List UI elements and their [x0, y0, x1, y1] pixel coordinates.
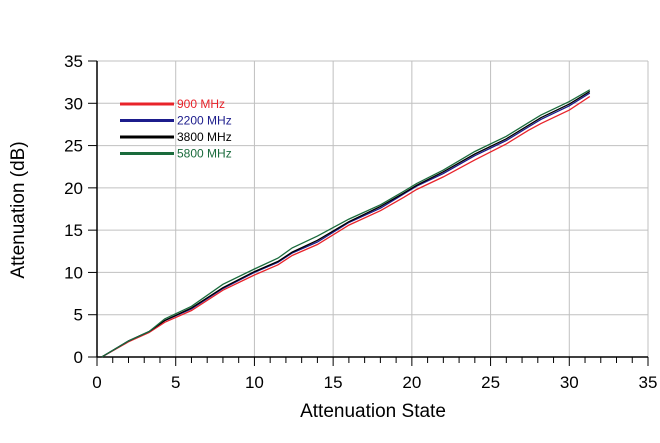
x-axis-title: Attenuation State: [300, 401, 446, 422]
y-tick-label: 5: [74, 306, 83, 325]
x-tick-label: 35: [639, 373, 658, 392]
y-tick-label: 20: [64, 179, 83, 198]
y-tick-label: 10: [64, 263, 83, 282]
legend-label: 900 MHz: [177, 97, 225, 111]
legend-label: 5800 MHz: [177, 147, 232, 161]
legend-label: 2200 MHz: [177, 114, 232, 128]
x-tick-label: 15: [324, 373, 343, 392]
x-tick-label: 0: [92, 373, 101, 392]
series-line-900-mhz: [101, 95, 591, 358]
x-tick-label: 30: [560, 373, 579, 392]
y-tick-label: 0: [74, 348, 83, 367]
y-tick-label: 30: [64, 94, 83, 113]
y-tick-label: 35: [64, 52, 83, 71]
series-line-5800-mhz: [101, 89, 591, 358]
x-tick-label: 5: [171, 373, 180, 392]
tick-labels: 0 5 10 15 20 25 30 35 0 5 10 15 20 25 30 35: [64, 52, 657, 392]
x-tick-label: 10: [245, 373, 264, 392]
axes: [88, 60, 649, 366]
series-lines: [101, 89, 591, 358]
y-axis-title: Attenuation (dB): [8, 141, 29, 278]
series-line-3800-mhz: [101, 90, 591, 358]
y-tick-label: 15: [64, 221, 83, 240]
legend-label: 3800 MHz: [177, 130, 232, 144]
x-tick-label: 25: [481, 373, 500, 392]
x-tick-label: 20: [402, 373, 421, 392]
legend: 900 MHz 2200 MHz 3800 MHz 5800 MHz: [120, 97, 232, 161]
y-tick-label: 25: [64, 137, 83, 156]
